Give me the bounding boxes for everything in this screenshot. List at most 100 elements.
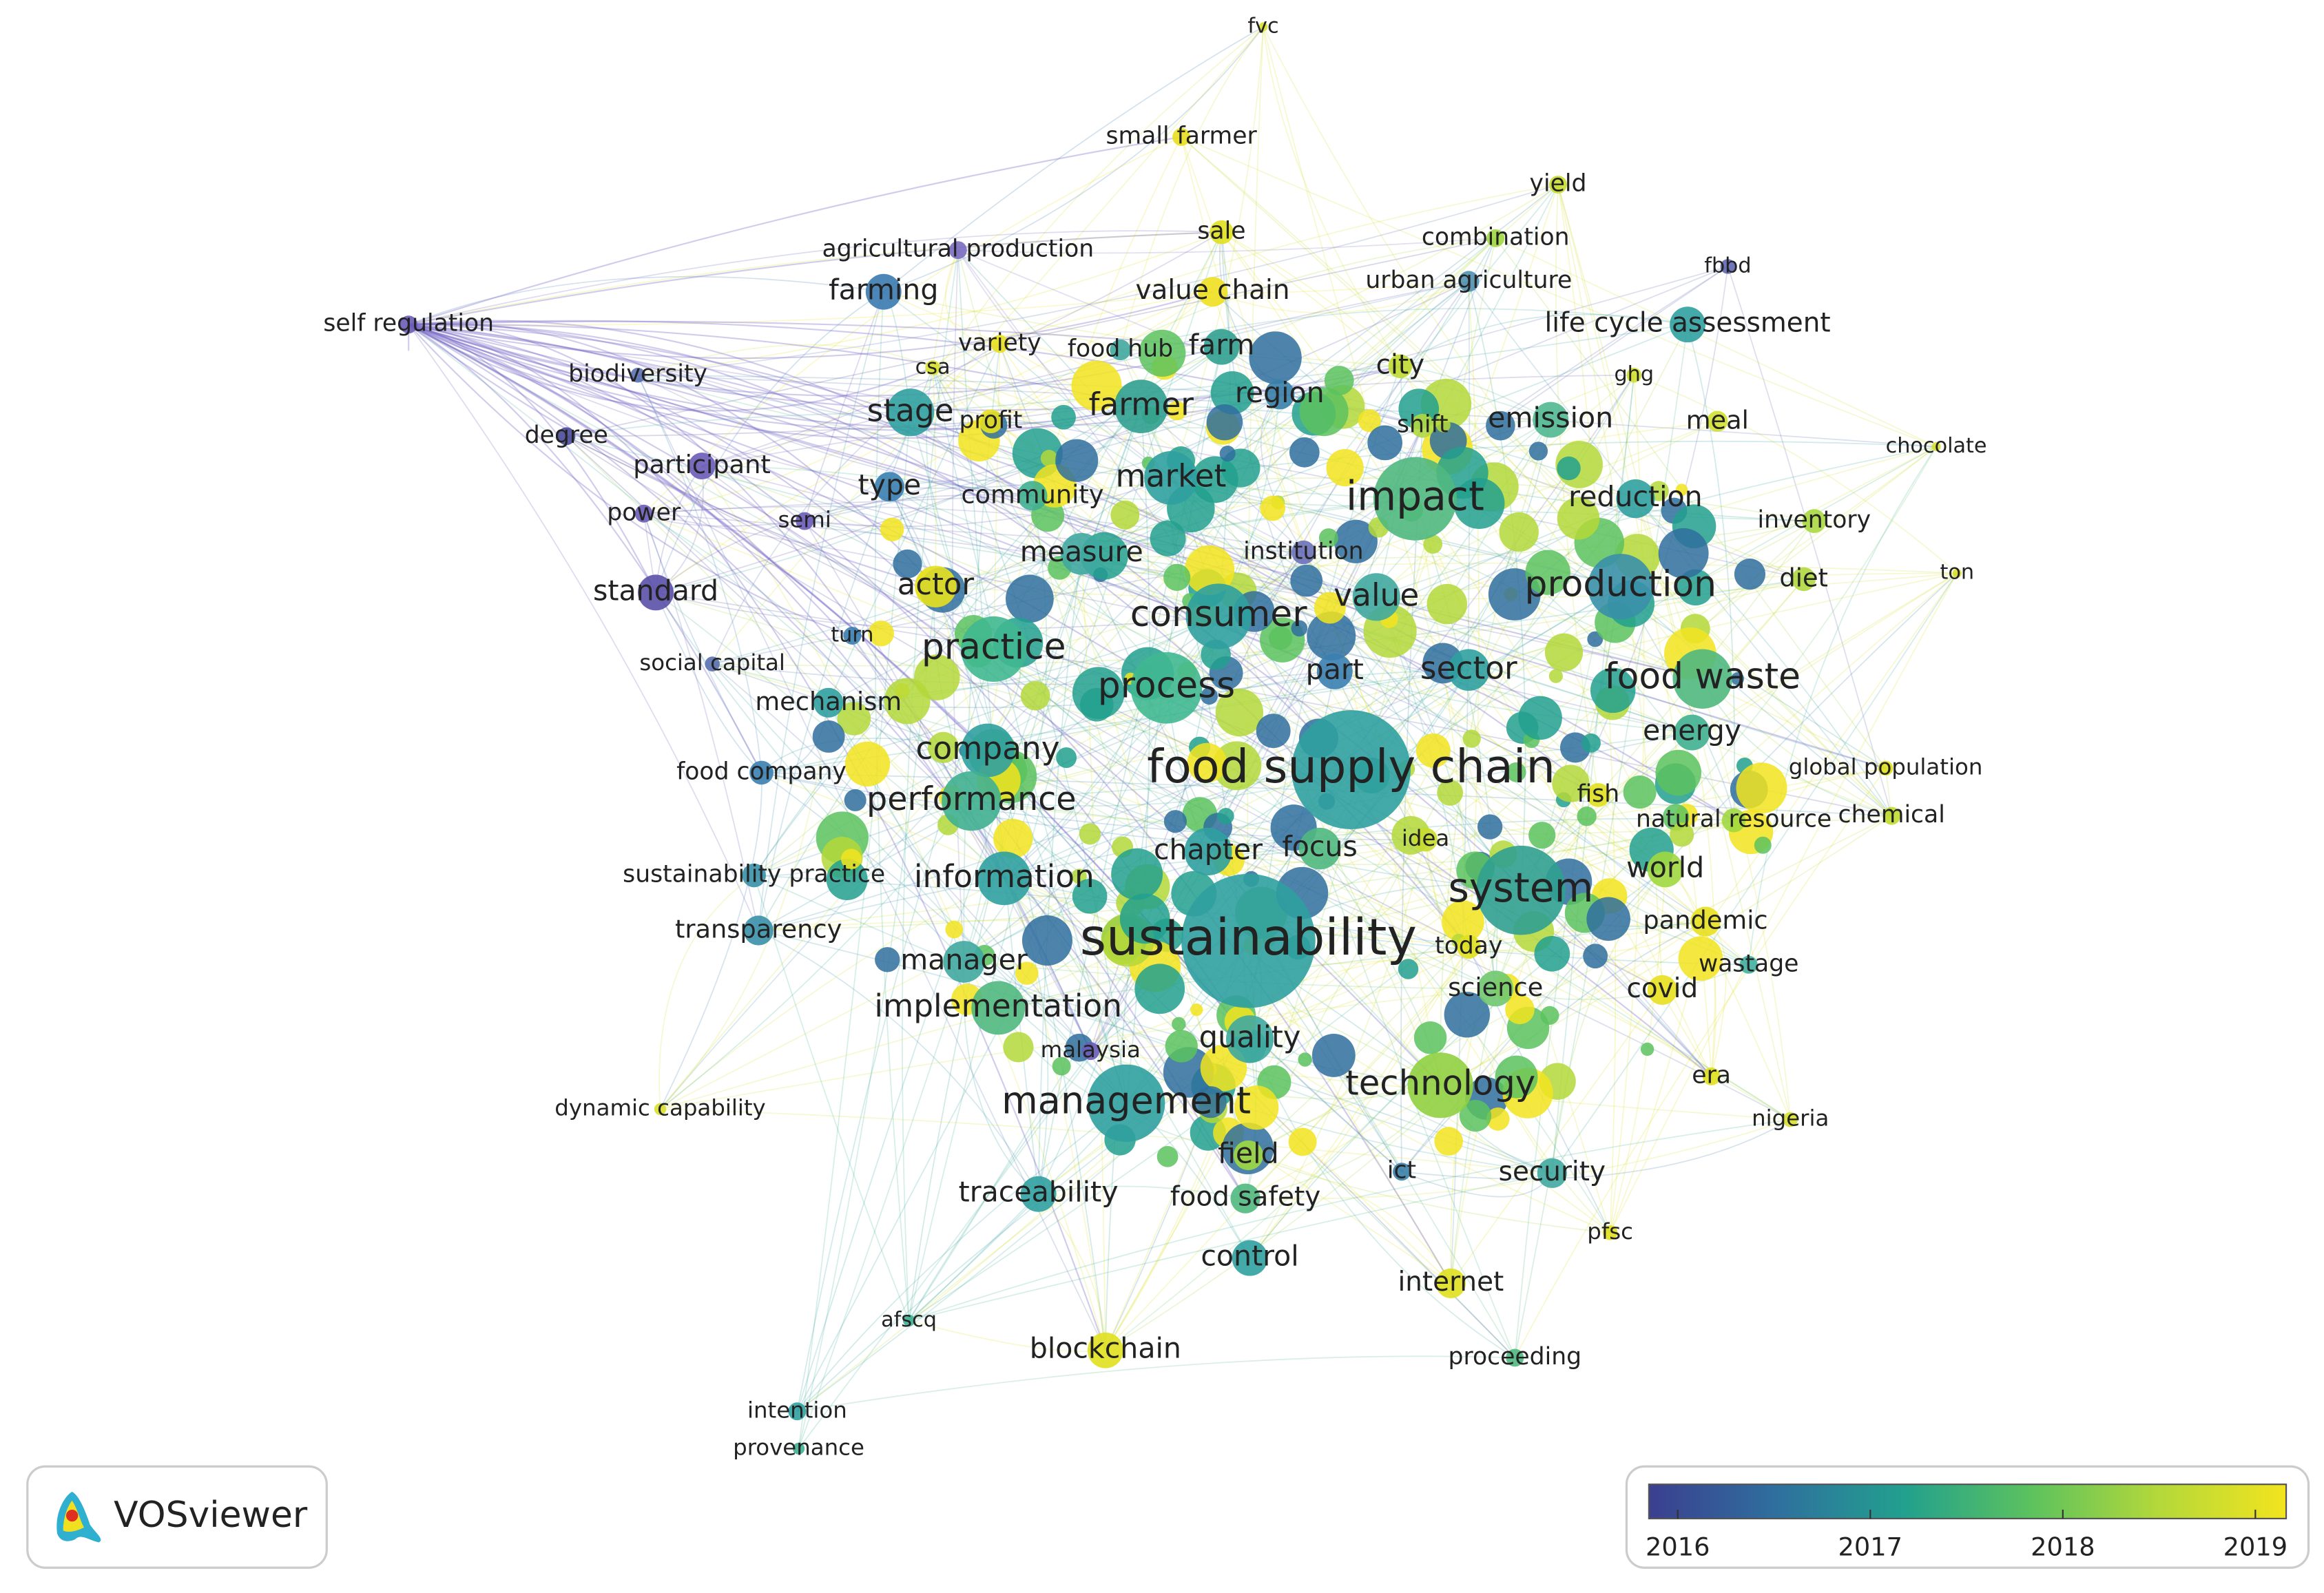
bubble <box>1590 667 1636 714</box>
bubble <box>1005 574 1054 623</box>
edge <box>408 231 1222 326</box>
edge <box>889 291 1213 488</box>
node-bubble <box>1477 970 1514 1007</box>
edge <box>566 238 1496 437</box>
edge <box>1263 26 1401 367</box>
node-label: information <box>914 858 1094 895</box>
edge <box>637 344 933 376</box>
node-label: sustainability practice <box>623 861 885 888</box>
node-label: provenance <box>733 1434 864 1460</box>
edge <box>408 231 1222 326</box>
node-bubble <box>843 627 862 645</box>
node-bubble <box>865 273 902 310</box>
bubble <box>1326 448 1364 487</box>
bubble <box>1314 592 1346 624</box>
bubble <box>1534 935 1570 972</box>
bubble <box>1184 545 1235 596</box>
edge <box>643 512 805 527</box>
edge <box>1551 572 1958 1174</box>
edge <box>637 184 1559 376</box>
node-label: life cycle assessment <box>1544 308 1830 339</box>
node-label: small farmer <box>1106 122 1257 149</box>
node-label: emission <box>1488 402 1613 435</box>
edge <box>1248 1154 1452 1284</box>
edge <box>944 249 1000 345</box>
bubble <box>1670 822 1694 847</box>
node-bubble <box>886 388 935 437</box>
edge <box>999 291 1213 345</box>
edge <box>852 266 1728 636</box>
node-label: measure <box>1020 535 1143 568</box>
bubble <box>1190 1003 1203 1017</box>
bubble <box>1658 528 1709 579</box>
edge <box>408 323 1092 1052</box>
edge <box>1495 238 1937 448</box>
edge <box>883 291 1377 598</box>
bubble <box>1413 1021 1447 1054</box>
node-label: combination <box>1422 223 1570 251</box>
colorbar-tick-label: 2017 <box>1838 1532 1902 1562</box>
node-bubble <box>1458 271 1480 292</box>
edge <box>1620 586 1892 817</box>
node-label: sale <box>1197 218 1245 245</box>
bubble <box>837 702 871 736</box>
edge <box>990 238 1496 422</box>
node-label: implementation <box>874 988 1122 1024</box>
edge <box>1248 1154 1610 1233</box>
edge <box>1495 572 1958 989</box>
node-bubble <box>1316 653 1353 689</box>
edge <box>993 344 1001 649</box>
bubble <box>1731 671 1745 685</box>
bubble <box>1437 780 1464 806</box>
edge <box>1247 238 1497 1156</box>
edge <box>566 411 911 437</box>
edge <box>408 324 1141 439</box>
edge <box>909 26 1264 413</box>
edge <box>1249 946 1470 1259</box>
bubble <box>893 549 922 579</box>
node-label: production <box>1525 564 1717 605</box>
edge <box>1212 280 1469 293</box>
bubble <box>993 818 1033 859</box>
bubble <box>1015 961 1039 985</box>
node-label: agricultural production <box>822 236 1094 263</box>
edge <box>828 280 1469 704</box>
node-label: chemical <box>1838 801 1945 829</box>
node-bubble <box>1393 1163 1411 1181</box>
edge <box>935 586 1106 1351</box>
node-bubble <box>1233 1140 1263 1171</box>
node-label: inventory <box>1758 506 1871 534</box>
node-label: wastage <box>1699 950 1798 977</box>
edge <box>408 230 1222 326</box>
edge <box>1400 313 1688 367</box>
node-bubble <box>788 1402 807 1421</box>
node-label: food supply chain <box>1147 740 1555 793</box>
bubble <box>1165 1030 1198 1063</box>
node-bubble <box>630 367 645 383</box>
node-bubble <box>743 915 774 946</box>
node-label: security <box>1499 1156 1606 1187</box>
bubble <box>1587 631 1604 647</box>
edge <box>643 367 933 514</box>
edge <box>932 367 1127 1103</box>
bubble <box>1734 559 1765 590</box>
node-label: value <box>1334 576 1419 613</box>
edge <box>758 930 1553 1174</box>
bubble <box>1754 836 1772 854</box>
node-label: era <box>1692 1061 1731 1089</box>
node-label: profit <box>959 406 1022 434</box>
edge <box>701 466 1106 1351</box>
edge <box>655 592 762 773</box>
node-bubble <box>1647 851 1683 888</box>
bubble <box>1655 749 1701 796</box>
edge <box>957 238 1496 254</box>
edge <box>408 136 1182 326</box>
node-label: shift <box>1397 411 1449 439</box>
edge <box>1551 868 1666 1174</box>
node-label: today <box>1435 932 1502 959</box>
node-label: variety <box>958 329 1041 357</box>
edge <box>1424 840 1611 1233</box>
edge <box>659 877 1005 1110</box>
node-label: ton <box>1940 561 1975 585</box>
edge <box>1633 374 1958 574</box>
